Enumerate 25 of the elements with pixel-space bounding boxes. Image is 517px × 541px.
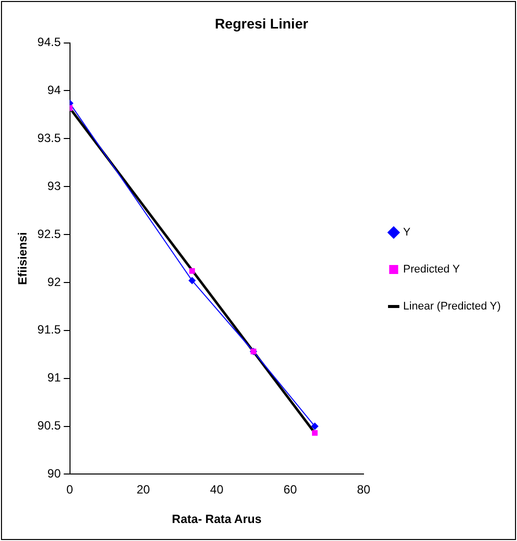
x-tick-label: 40	[210, 482, 224, 497]
chart-title: Regresi Linier	[214, 15, 309, 32]
y-tick-label: 93.5	[37, 130, 62, 145]
y-tick-label: 91	[47, 370, 62, 385]
x-tick-label: 0	[66, 482, 74, 497]
y-tick-label: 92.5	[37, 226, 62, 241]
y-tick-label: 90	[47, 466, 62, 481]
y-axis-title: Efiisiensi	[16, 232, 30, 285]
y-tick-label: 94	[47, 83, 62, 98]
x-tick-label: 20	[136, 482, 150, 497]
point	[312, 430, 318, 436]
y-tick-label: 90.5	[37, 418, 62, 433]
y-tick-label: 92	[47, 274, 62, 289]
legend-label: Y	[403, 226, 412, 239]
point	[189, 268, 195, 274]
x-tick-label: 60	[284, 482, 298, 497]
legend-label: Linear (Predicted Y)	[403, 300, 501, 313]
y-tick-label: 93	[47, 178, 62, 193]
x-tick-label: 80	[356, 482, 371, 497]
legend-label: Predicted Y	[403, 264, 461, 276]
x-axis-title: Rata- Rata Arus	[172, 512, 262, 526]
point	[188, 277, 196, 284]
y-tick-label: 94.5	[37, 35, 62, 50]
point	[311, 422, 318, 430]
y-tick-label: 91.5	[37, 322, 62, 337]
